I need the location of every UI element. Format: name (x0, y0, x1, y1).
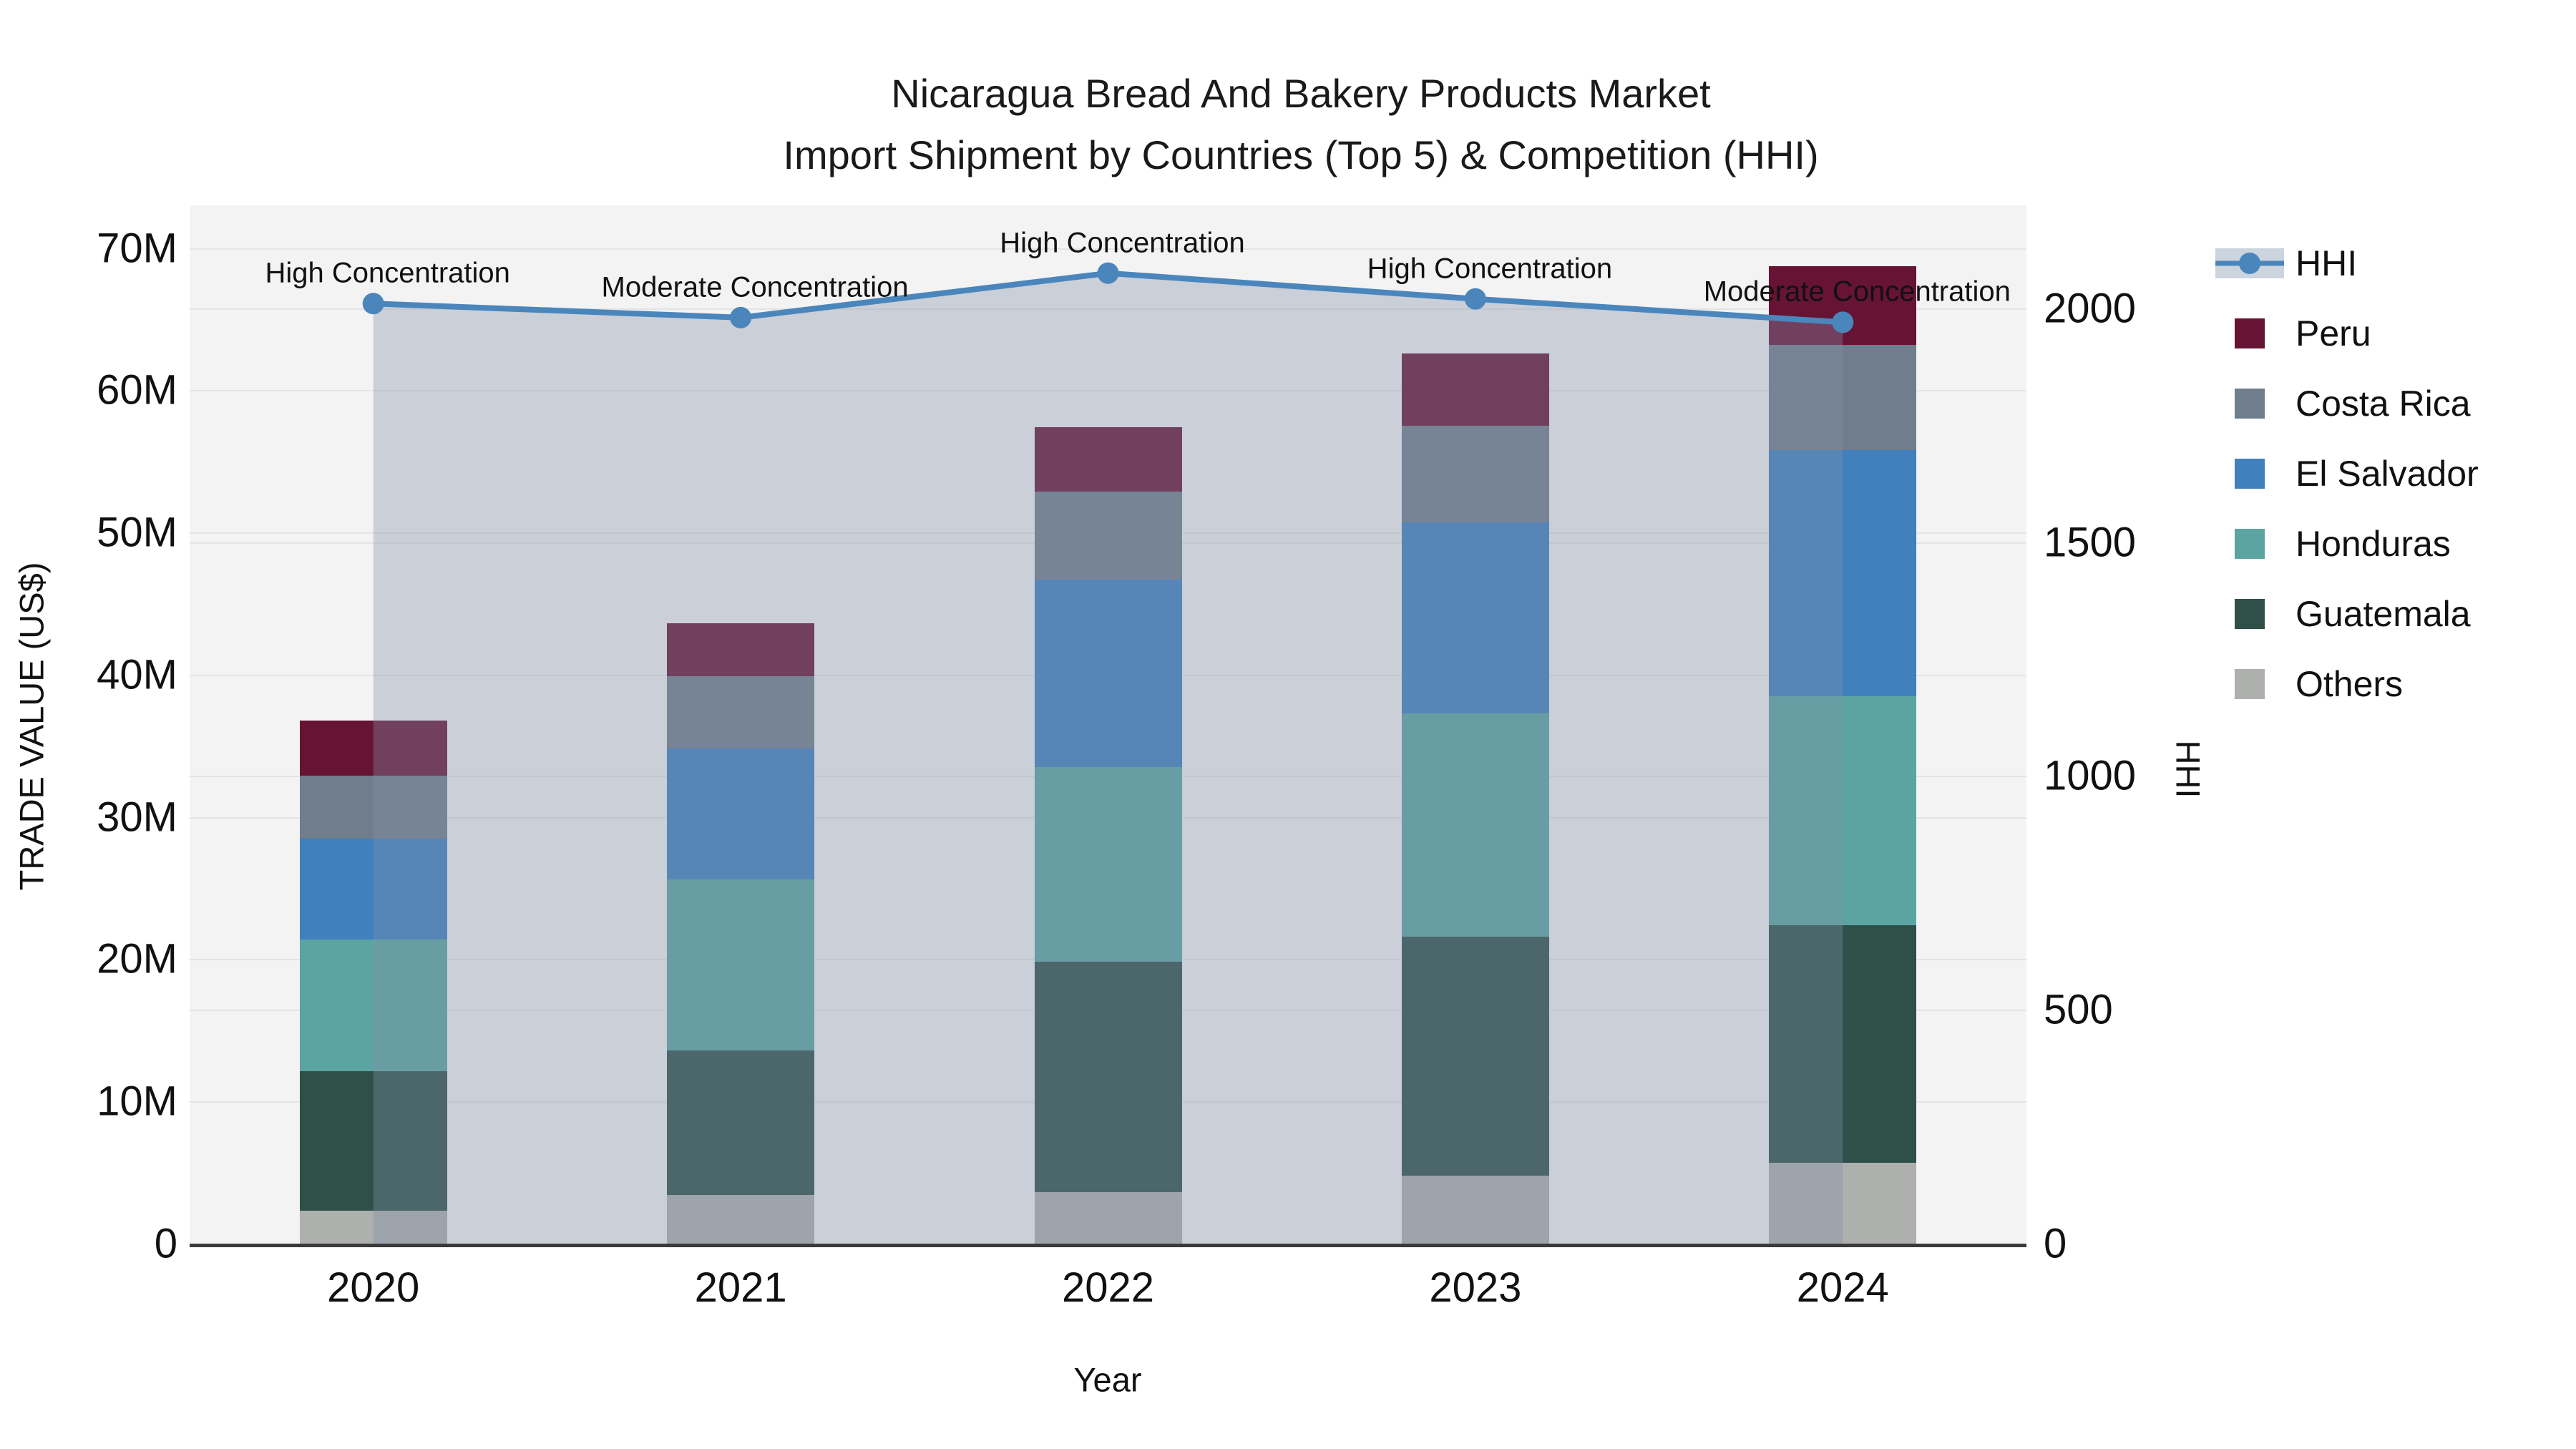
bar-segment-el-salvador-2024 (1769, 449, 1917, 696)
bar-segment-el-salvador-2023 (1401, 522, 1549, 713)
legend-swatch-icon (2215, 529, 2284, 559)
y-right-tick-2000: 2000 (2044, 285, 2137, 332)
bar-segment-peru-2020 (299, 720, 447, 776)
chart-title: Nicaragua Bread And Bakery Products Mark… (783, 63, 1818, 186)
annotation-2023: High Concentration (1367, 253, 1613, 285)
gridline (190, 248, 2026, 250)
legend: HHI Peru Costa Rica El Salvador Honduras Guat… (2215, 228, 2479, 719)
legend-label-honduras: Honduras (2296, 524, 2451, 564)
x-tick-2024: 2024 (1796, 1264, 1889, 1311)
legend-swatch-icon (2215, 599, 2284, 629)
bar-segment-el-salvador-2020 (299, 838, 447, 940)
bar-segment-honduras-2023 (1401, 713, 1549, 937)
bar-segment-costa-rica-2020 (299, 776, 447, 839)
y-left-tick-0: 0 (154, 1220, 177, 1267)
legend-item-el-salvador[interactable]: El Salvador (2215, 439, 2479, 509)
y-axis-left-title: TRADE VALUE (US$) (12, 562, 51, 891)
legend-item-hhi[interactable]: HHI (2215, 228, 2479, 298)
bar-segment-el-salvador-2021 (667, 748, 815, 880)
legend-swatch-peru (2235, 318, 2265, 348)
x-axis-line (190, 1244, 2026, 1247)
legend-item-others[interactable]: Others (2215, 649, 2479, 719)
bar-segment-peru-2021 (667, 623, 815, 676)
y-left-tick-40M: 40M (97, 651, 177, 698)
bar-segment-others-2024 (1769, 1162, 1917, 1244)
bar-segment-guatemala-2020 (299, 1071, 447, 1211)
y-left-tick-50M: 50M (97, 509, 177, 556)
hhi-legend-marker (2239, 253, 2260, 274)
x-tick-2023: 2023 (1429, 1264, 1522, 1311)
y-left-tick-30M: 30M (97, 794, 177, 841)
bar-segment-guatemala-2021 (667, 1050, 815, 1196)
y-right-tick-500: 500 (2044, 986, 2113, 1033)
bar-segment-honduras-2021 (667, 879, 815, 1050)
annotation-2020: High Concentration (265, 257, 510, 289)
legend-item-honduras[interactable]: Honduras (2215, 509, 2479, 579)
bar-segment-others-2020 (299, 1211, 447, 1244)
bar-segment-peru-2022 (1034, 427, 1182, 492)
y-left-tick-60M: 60M (97, 366, 177, 414)
legend-swatch-icon (2215, 389, 2284, 419)
x-tick-2022: 2022 (1061, 1264, 1155, 1311)
legend-label-costa-rica: Costa Rica (2296, 384, 2471, 424)
bar-segment-others-2022 (1034, 1192, 1182, 1244)
y-right-tick-1500: 1500 (2044, 519, 2137, 566)
legend-label-guatemala: Guatemala (2296, 594, 2471, 634)
y-left-tick-10M: 10M (97, 1078, 177, 1125)
legend-swatch-others (2235, 669, 2265, 699)
legend-swatch-guatemala (2235, 599, 2265, 629)
x-tick-2021: 2021 (694, 1264, 787, 1311)
bar-segment-el-salvador-2022 (1034, 579, 1182, 768)
legend-item-costa-rica[interactable]: Costa Rica (2215, 369, 2479, 439)
bar-segment-costa-rica-2023 (1401, 426, 1549, 523)
legend-swatch-icon (2215, 669, 2284, 699)
x-tick-2020: 2020 (327, 1264, 420, 1311)
annotation-2024: Moderate Concentration (1703, 275, 2011, 308)
annotation-2021: Moderate Concentration (601, 271, 909, 303)
legend-swatch-el-salvador (2235, 459, 2265, 489)
bar-segment-costa-rica-2022 (1034, 491, 1182, 580)
bar-segment-others-2021 (667, 1195, 815, 1244)
plot-area (190, 205, 2026, 1244)
y-axis-right-title: HHI (2169, 740, 2207, 799)
legend-swatch-icon (2215, 318, 2284, 348)
legend-item-guatemala[interactable]: Guatemala (2215, 579, 2479, 649)
bar-segment-costa-rica-2024 (1769, 344, 1917, 450)
x-axis-title: Year (1073, 1360, 1142, 1399)
hhi-legend-band (2215, 248, 2284, 278)
bar-segment-others-2023 (1401, 1175, 1549, 1244)
bar-segment-honduras-2024 (1769, 696, 1917, 925)
chart-title-line2: Import Shipment by Countries (Top 5) & C… (783, 132, 1819, 177)
y-left-tick-20M: 20M (97, 935, 177, 982)
bar-segment-honduras-2020 (299, 939, 447, 1072)
bar-segment-costa-rica-2021 (667, 675, 815, 749)
gridline (190, 390, 2026, 392)
chart-title-line1: Nicaragua Bread And Bakery Products Mark… (891, 71, 1711, 116)
bar-segment-guatemala-2022 (1034, 962, 1182, 1193)
bar-segment-honduras-2022 (1034, 767, 1182, 962)
hhi-line-icon (2215, 248, 2284, 278)
legend-label-peru: Peru (2296, 313, 2371, 353)
bar-segment-guatemala-2024 (1769, 924, 1917, 1163)
legend-label-others: Others (2296, 664, 2404, 704)
y-right-tick-1000: 1000 (2044, 752, 2137, 799)
legend-swatch-costa-rica (2235, 389, 2265, 419)
legend-label-el-salvador: El Salvador (2296, 454, 2479, 494)
legend-swatch-honduras (2235, 529, 2265, 559)
legend-item-peru[interactable]: Peru (2215, 298, 2479, 369)
gridline (190, 308, 2026, 310)
legend-label-hhi: HHI (2296, 243, 2358, 283)
y-left-tick-70M: 70M (97, 225, 177, 272)
bar-segment-guatemala-2023 (1401, 936, 1549, 1176)
bar-segment-peru-2023 (1401, 353, 1549, 426)
annotation-2022: High Concentration (1000, 227, 1245, 259)
legend-swatch-icon (2215, 459, 2284, 489)
y-right-tick-0: 0 (2044, 1220, 2067, 1267)
